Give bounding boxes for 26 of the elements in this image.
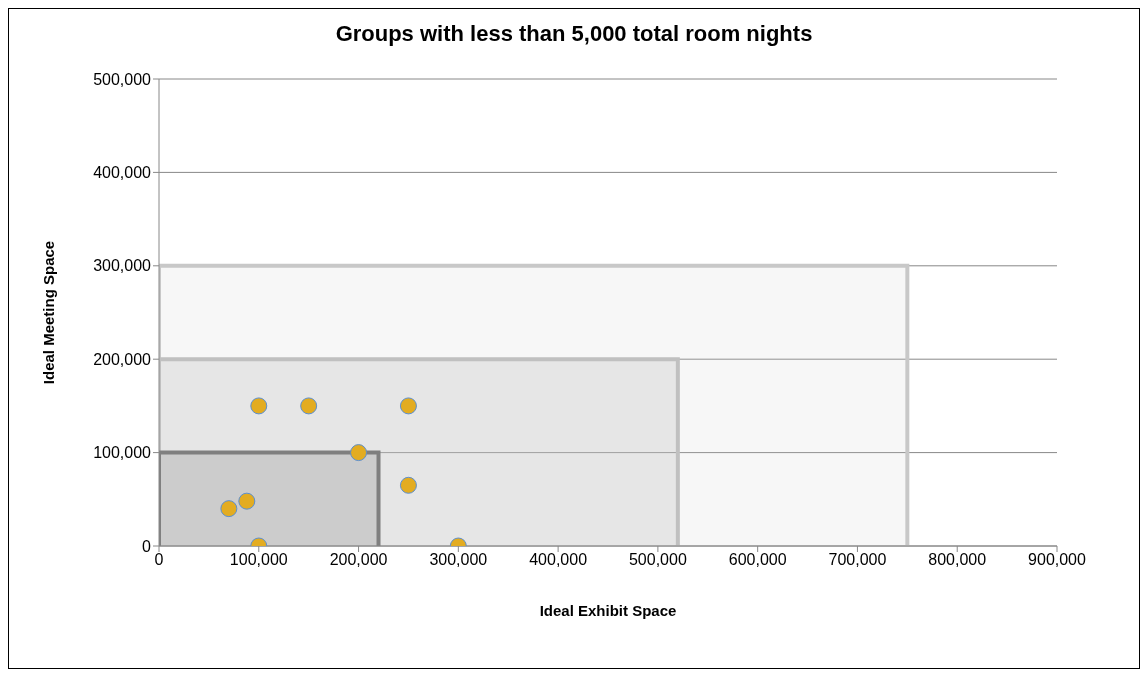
point bbox=[350, 444, 368, 462]
x-tick-label: 200,000 bbox=[329, 551, 388, 569]
y-tick-label: 0 bbox=[142, 537, 152, 555]
x-tick-label: 100,000 bbox=[229, 551, 288, 569]
x-axis-title: Ideal Exhibit Space bbox=[539, 602, 677, 619]
x-tick-label: 400,000 bbox=[529, 551, 588, 569]
x-tick-label: 0 bbox=[154, 551, 164, 569]
x-tick-label: 600,000 bbox=[728, 551, 787, 569]
y-axis-title: Ideal Meeting Space bbox=[40, 240, 58, 385]
x-tick-label: 700,000 bbox=[828, 551, 887, 569]
point bbox=[238, 492, 256, 510]
chart-title: Groups with less than 5,000 total room nights bbox=[334, 21, 814, 47]
x-tick-label: 900,000 bbox=[1028, 551, 1087, 569]
y-tick-label: 100,000 bbox=[93, 444, 152, 462]
x-tick-label: 500,000 bbox=[628, 551, 687, 569]
y-tick-label: 200,000 bbox=[93, 350, 152, 368]
y-tick-label: 400,000 bbox=[93, 164, 152, 182]
point bbox=[300, 397, 318, 415]
point bbox=[220, 500, 238, 518]
point bbox=[250, 397, 268, 415]
x-tick-label: 300,000 bbox=[429, 551, 488, 569]
point bbox=[399, 397, 417, 415]
point bbox=[399, 476, 417, 494]
x-tick-label: 800,000 bbox=[928, 551, 987, 569]
y-tick-label: 500,000 bbox=[93, 70, 152, 88]
y-tick-label: 300,000 bbox=[93, 257, 152, 275]
